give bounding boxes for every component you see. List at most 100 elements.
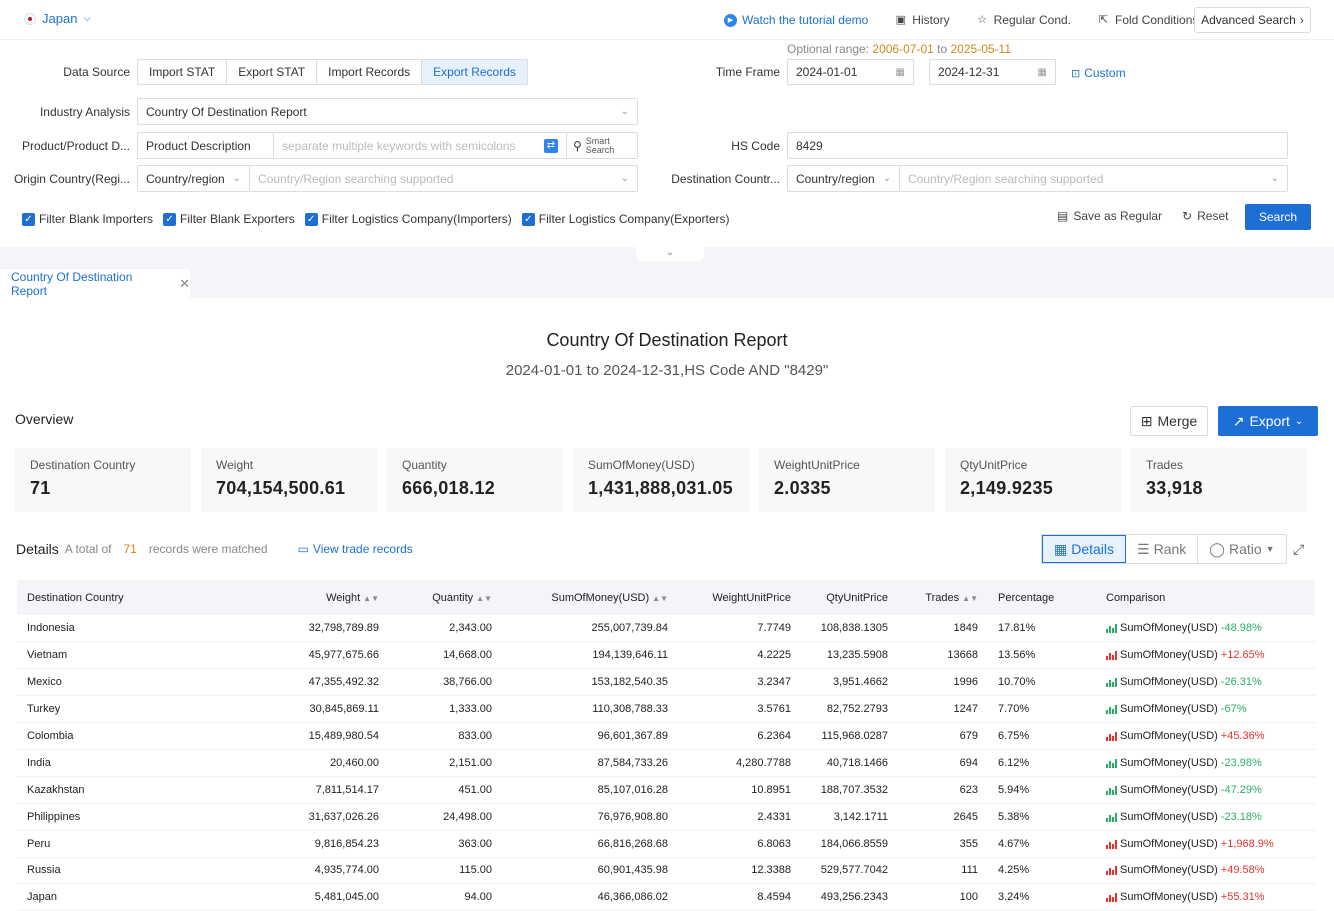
col-sum-of-money[interactable]: SumOfMoney(USD) ▲▼	[502, 580, 678, 615]
stat-card: Quantity 666,018.12	[387, 448, 563, 512]
checkbox-checked-icon: ✓	[22, 212, 35, 226]
cell-qty-unit-price: 108,838.1305	[801, 615, 898, 643]
destination-type-select[interactable]: Country/region ⌄	[787, 165, 900, 192]
cell-weight-unit-price: 6.8063	[678, 830, 801, 858]
filter-logistics-exporters-checkbox[interactable]: ✓ Filter Logistics Company(Exporters)	[521, 212, 730, 226]
smart-search-icon: ⚲	[573, 138, 582, 153]
smart-search-button[interactable]: ⚲ Smart Search	[566, 132, 638, 159]
fold-icon: ⇱	[1098, 13, 1109, 26]
chevron-right-icon: ›	[1299, 13, 1304, 27]
regular-cond-link[interactable]: ☆ Regular Cond.	[977, 13, 1072, 27]
cell-country: Kazakhstan	[17, 776, 247, 804]
form-actions: ▤ Save as Regular ↻ Reset	[1057, 209, 1248, 223]
tab-import-stat[interactable]: Import STAT	[138, 60, 228, 84]
view-details-button[interactable]: ▦ Details	[1042, 535, 1127, 563]
cell-quantity: 1,333.00	[389, 695, 502, 724]
translate-icon[interactable]: ⇄	[544, 138, 558, 153]
cell-trades: 2645	[898, 803, 988, 831]
report-tab[interactable]: Country Of Destination Report ✕	[0, 269, 190, 298]
play-icon: ▶	[724, 13, 737, 27]
sort-icon: ▲▼	[652, 593, 668, 603]
cell-qty-unit-price: 40,718.1466	[801, 749, 898, 777]
product-type-select[interactable]: Product Description	[137, 132, 274, 159]
hs-code-input[interactable]: 8429	[787, 132, 1288, 159]
table-row: Russia 4,935,774.00 115.00 60,901,435.98 12.…	[17, 857, 1315, 885]
country-label: Japan	[42, 11, 78, 26]
cell-weight-unit-price: 3.5761	[678, 695, 801, 724]
cell-comparison: SumOfMoney(USD) -26.31%	[1096, 668, 1315, 697]
cell-weight: 30,845,869.11	[247, 695, 389, 724]
origin-country-input[interactable]: Country/Region searching supported ⌄	[249, 165, 638, 192]
trend-down-icon	[1106, 623, 1117, 634]
start-date-input[interactable]: 2024-01-01 ▦	[787, 59, 914, 85]
comparison-metric: SumOfMoney(USD)	[1120, 622, 1218, 635]
cell-quantity: 115.00	[389, 857, 502, 885]
sort-icon: ▲▼	[962, 593, 978, 603]
cell-weight-unit-price: 10.8951	[678, 776, 801, 804]
tutorial-link[interactable]: ▶ Watch the tutorial demo	[724, 13, 868, 27]
fullscreen-icon[interactable]: ⤢	[1293, 541, 1305, 557]
tab-export-stat[interactable]: Export STAT	[227, 60, 318, 84]
view-rank-button[interactable]: ☰ Rank	[1126, 535, 1199, 563]
destination-country-input[interactable]: Country/Region searching supported ⌄	[899, 165, 1288, 192]
comparison-value: +45.36%	[1220, 730, 1265, 742]
advanced-search-button[interactable]: Advanced Search ›	[1194, 7, 1311, 33]
tab-import-records[interactable]: Import Records	[317, 60, 423, 84]
chevron-down-icon: ⌄	[882, 173, 891, 184]
search-button[interactable]: Search	[1245, 204, 1311, 230]
filter-blank-importers-checkbox[interactable]: ✓ Filter Blank Importers	[22, 212, 153, 226]
cell-sum-of-money: 85,107,016.28	[502, 776, 678, 804]
col-weight[interactable]: Weight ▲▼	[247, 580, 389, 615]
country-selector[interactable]: Japan ⌵	[24, 11, 91, 26]
cell-country: Colombia	[17, 722, 247, 750]
custom-range-button[interactable]: ⊡ Custom	[1071, 66, 1126, 80]
cell-quantity: 2,151.00	[389, 749, 502, 777]
cell-percentage: 5.94%	[988, 776, 1096, 804]
cell-quantity: 24,498.00	[389, 803, 502, 831]
history-icon: ▣	[895, 13, 906, 26]
cell-comparison: SumOfMoney(USD) +45.36%	[1096, 722, 1315, 750]
col-quantity[interactable]: Quantity ▲▼	[389, 580, 502, 615]
merge-button[interactable]: ⊞ Merge	[1130, 406, 1208, 436]
cell-comparison: SumOfMoney(USD) -47.29%	[1096, 776, 1315, 804]
table-row: Mexico 47,355,492.32 38,766.00 153,182,540.…	[17, 668, 1315, 697]
view-trade-records-link[interactable]: ▭ View trade records	[297, 542, 413, 556]
cell-country: Japan	[17, 883, 247, 911]
stat-card: WeightUnitPrice 2.0335	[759, 448, 935, 512]
comparison-value: +1,968.9%	[1220, 837, 1274, 850]
view-ratio-button[interactable]: ◯ Ratio ▼	[1198, 535, 1285, 563]
end-date-input[interactable]: 2024-12-31 ▦	[929, 59, 1056, 85]
comparison-metric: SumOfMoney(USD)	[1120, 703, 1218, 716]
save-as-regular-button[interactable]: ▤ Save as Regular	[1057, 209, 1163, 223]
reset-button[interactable]: ↻ Reset	[1182, 209, 1229, 223]
collapse-toggle[interactable]: ⌄	[636, 247, 704, 261]
history-link[interactable]: ▣ History	[895, 13, 950, 27]
fold-conditions-link[interactable]: ⇱ Fold Conditions	[1098, 13, 1199, 27]
trend-down-icon	[1106, 785, 1117, 795]
cell-weight: 32,798,789.89	[247, 615, 389, 643]
col-trades[interactable]: Trades ▲▼	[898, 580, 988, 615]
close-icon[interactable]: ✕	[179, 275, 190, 291]
stat-card: QtyUnitPrice 2,149.9235	[945, 448, 1121, 512]
record-count: 71	[123, 542, 137, 556]
filter-blank-exporters-checkbox[interactable]: ✓ Filter Blank Exporters	[163, 212, 295, 226]
comparison-metric: SumOfMoney(USD)	[1120, 730, 1218, 742]
export-button[interactable]: ↗ Export ⌄	[1218, 406, 1318, 436]
industry-analysis-select[interactable]: Country Of Destination Report ⌄	[137, 98, 638, 125]
data-source-tabs: Import STAT Export STAT Import Records E…	[137, 59, 528, 85]
origin-type-select[interactable]: Country/region ⌄	[137, 165, 250, 192]
table-row: Peru 9,816,854.23 363.00 66,816,268.68 6.806…	[17, 830, 1315, 858]
cell-sum-of-money: 46,366,086.02	[502, 883, 678, 911]
export-icon: ↗	[1232, 412, 1245, 429]
tab-export-records[interactable]: Export Records	[422, 60, 527, 84]
cell-weight: 15,489,980.54	[247, 722, 389, 750]
cell-qty-unit-price: 3,142.1711	[801, 803, 898, 831]
cell-percentage: 4.25%	[988, 857, 1096, 885]
trend-down-icon	[1106, 758, 1117, 768]
filter-logistics-importers-checkbox[interactable]: ✓ Filter Logistics Company(Importers)	[304, 212, 512, 226]
cell-percentage: 3.24%	[988, 883, 1096, 911]
product-keywords-input[interactable]: separate multiple keywords with semicolo…	[273, 132, 567, 159]
cell-weight: 7,811,514.17	[247, 776, 389, 804]
overview-heading: Overview	[15, 411, 74, 427]
cell-country: Philippines	[17, 803, 247, 831]
